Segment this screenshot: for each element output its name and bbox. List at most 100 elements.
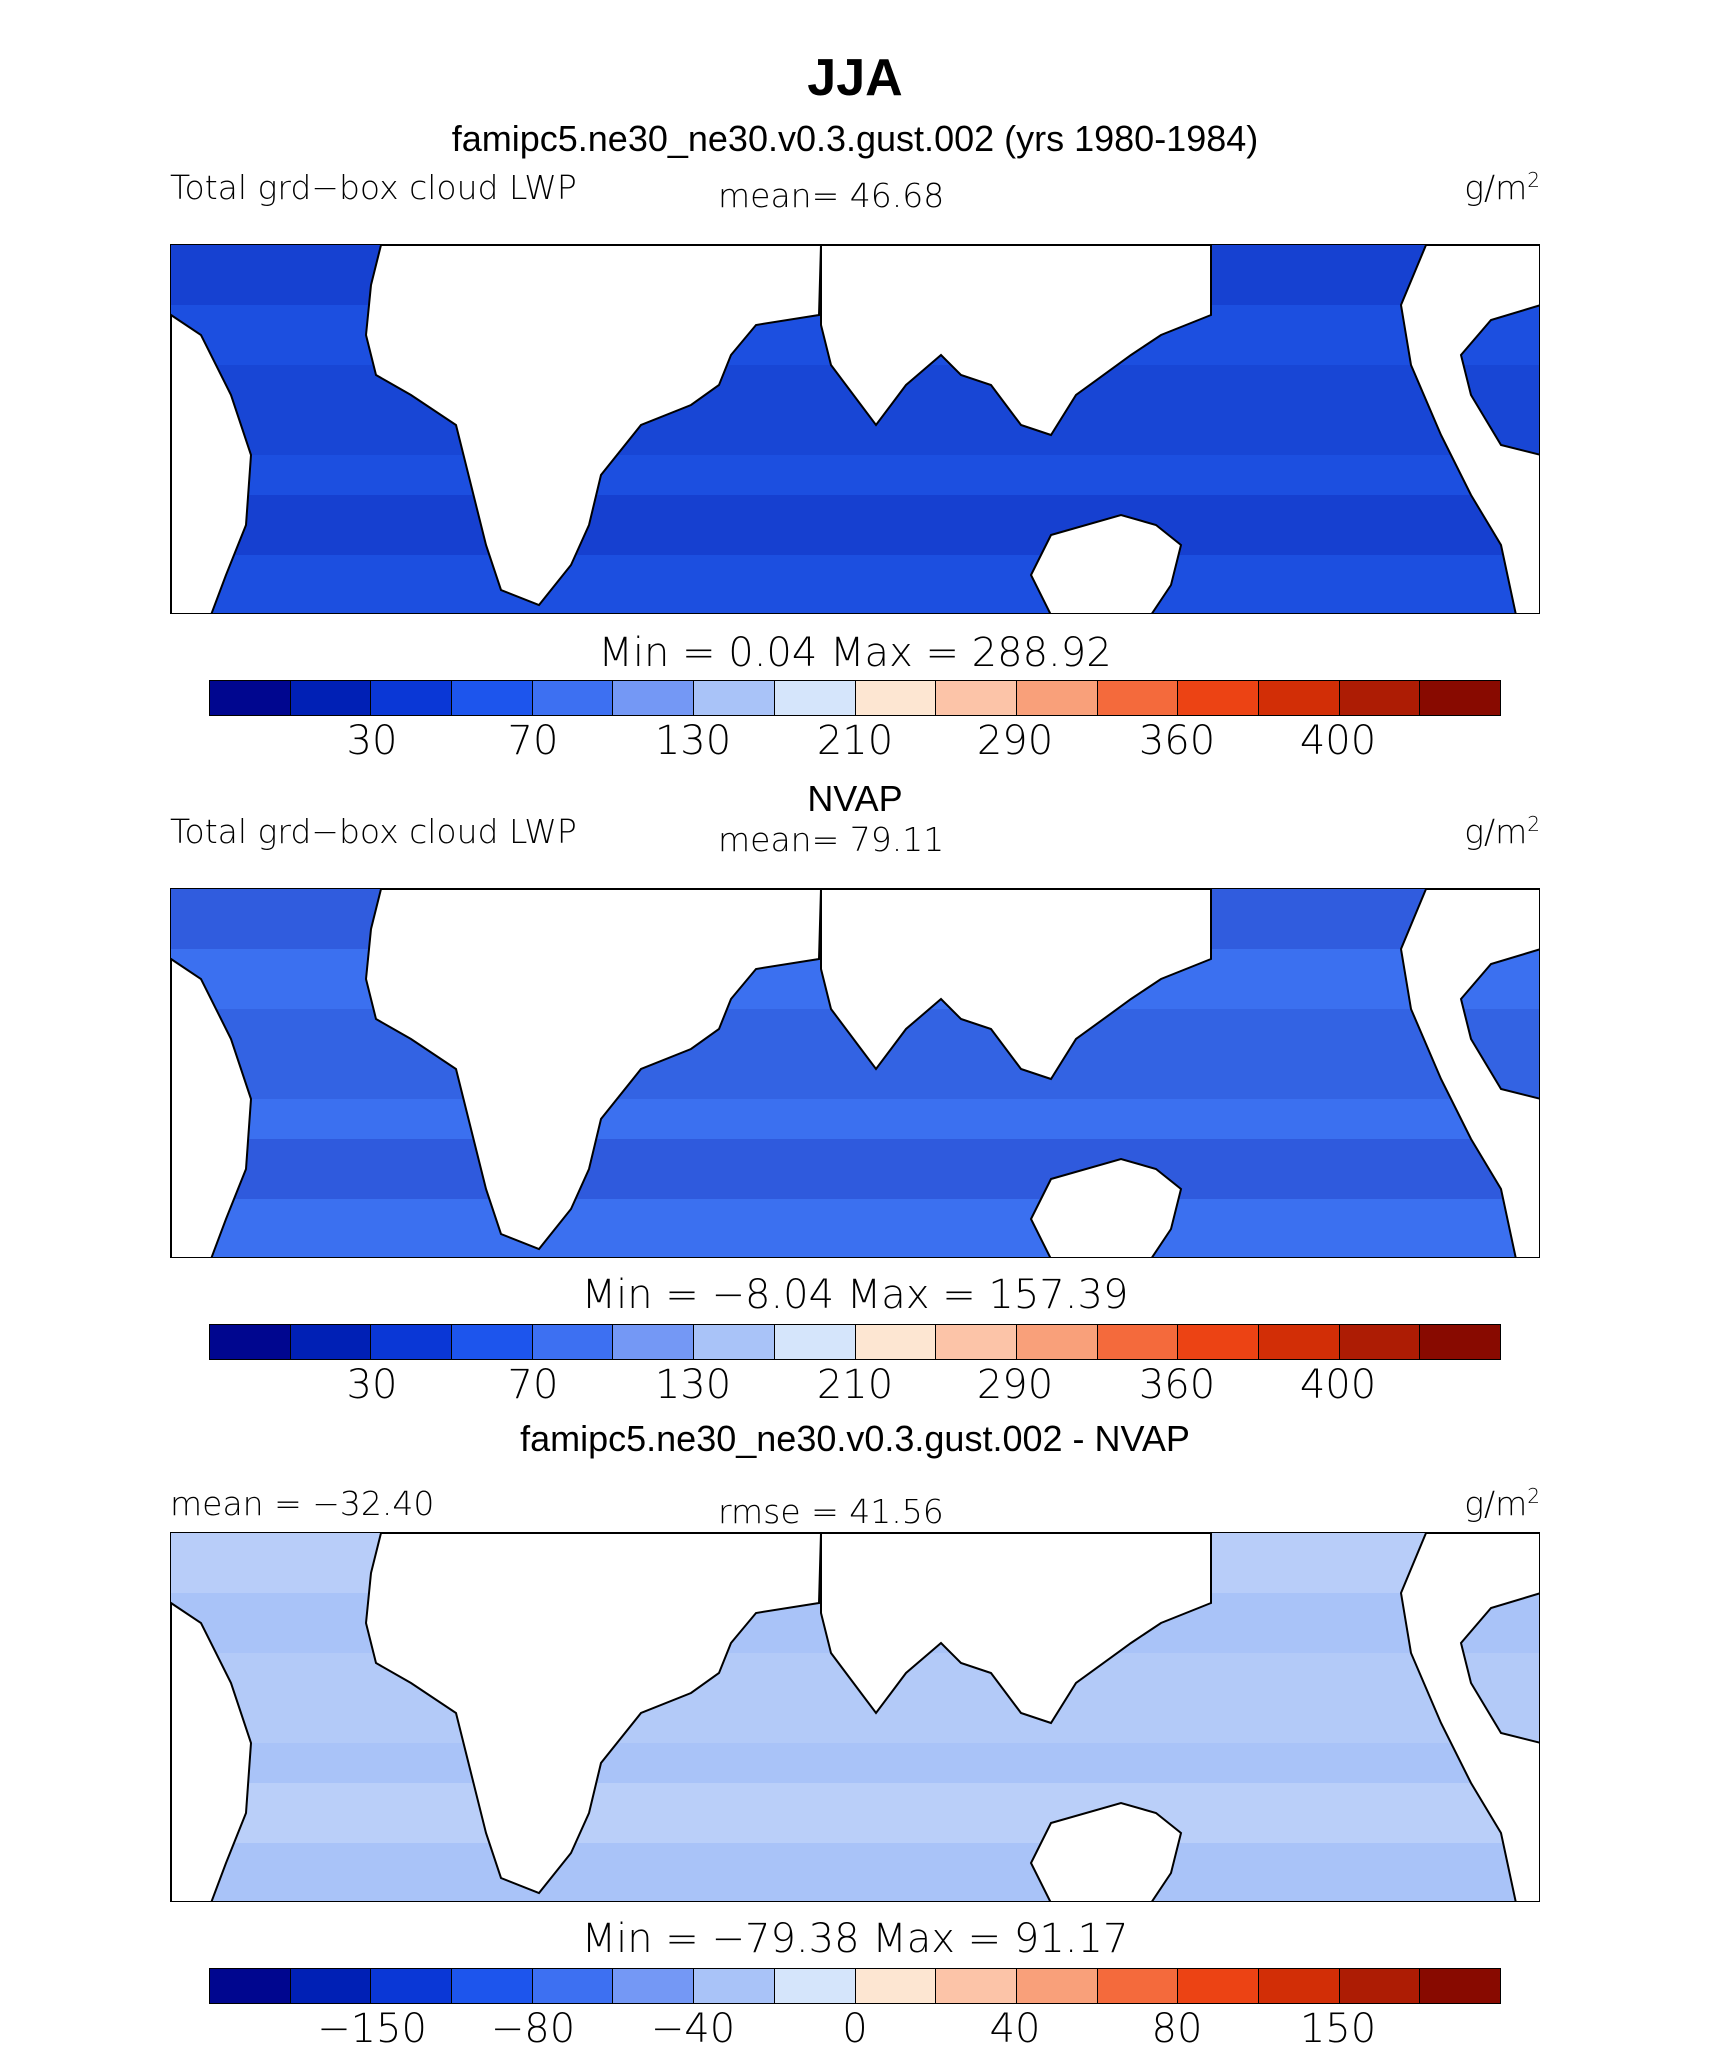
colorbar-swatch-4 [531,681,613,715]
colorbar-tick-label: −150 [317,2006,427,2052]
landmass-4 [171,313,253,613]
map-canvas [171,889,1539,1257]
colorbar [209,1324,1501,1360]
colorbar-swatch-7 [773,1325,855,1359]
landmass-2 [1029,1157,1183,1257]
colorbar-swatch-3 [451,1969,532,2003]
colorbar-swatch-11 [1096,1325,1178,1359]
units-exponent: 2 [1527,168,1540,192]
colorbar-swatch-2 [370,681,452,715]
colorbar-swatch-10 [1015,1325,1097,1359]
colorbar-tick-label: 210 [816,1362,894,1408]
colorbar-tick-label: 70 [507,1362,559,1408]
landmass-3 [1399,1533,1539,1901]
colorbar-swatch-13 [1257,681,1339,715]
colorbar-swatch-3 [451,1325,532,1359]
center-label: rmse = 41.56 [718,1492,944,1531]
map-obs [170,888,1540,1258]
colorbar-swatch-3 [451,681,532,715]
colorbar-swatch-4 [531,1969,613,2003]
colorbar-swatch-15 [1419,1969,1500,2003]
center-label: mean= 46.68 [718,176,945,215]
colorbar-tick-label: 80 [1151,2006,1203,2052]
landmass-2 [1029,1801,1183,1901]
colorbar-swatch-14 [1338,1325,1420,1359]
field-band-2 [171,1783,1539,1843]
units-label: g/m2 [1464,812,1540,851]
colorbar-swatch-9 [935,681,1016,715]
units-label: g/m2 [1464,168,1540,207]
colorbar-swatch-10 [1015,681,1097,715]
colorbar-swatch-6 [693,681,774,715]
colorbar-tick-label: 290 [976,718,1054,764]
colorbar-tick-label: 30 [346,718,398,764]
field-band-2 [171,495,1539,555]
colorbar-swatch-4 [531,1325,613,1359]
colorbar-swatch-14 [1338,1969,1420,2003]
center-label: mean= 79.11 [718,820,945,859]
colorbar-tick-label: −80 [490,2006,576,2052]
colorbar-swatch-6 [693,1325,774,1359]
map-diff [170,1532,1540,1902]
colorbar-swatch-5 [612,1325,694,1359]
min-max-label: Min = 0.04 Max = 288.92 [598,630,1112,676]
colorbar-swatch-1 [289,1969,371,2003]
colorbar-swatch-11 [1096,681,1178,715]
landmass-3 [1399,889,1539,1257]
colorbar-tick-label: 40 [989,2006,1041,2052]
left-label: Total grd−box cloud LWP [170,168,577,207]
map-canvas [171,245,1539,613]
colorbar [209,680,1501,716]
landmass-0 [364,1533,823,1895]
colorbar-tick-label: 400 [1299,1362,1377,1408]
colorbar-swatch-8 [854,681,936,715]
left-label: mean = −32.40 [170,1484,435,1523]
colorbar-swatch-5 [612,681,694,715]
landmass-1 [820,1533,1212,1725]
colorbar-tick-label: 70 [507,718,559,764]
colorbar-swatch-13 [1257,1325,1339,1359]
colorbar-swatch-8 [854,1969,936,2003]
landmass-4 [171,1601,253,1901]
landmass-1 [820,245,1212,437]
figure-title: JJA [807,49,903,107]
colorbar-swatch-15 [1419,1325,1500,1359]
panel-heading: famipc5.ne30_ne30.v0.3.gust.002 (yrs 198… [451,118,1259,159]
colorbar-swatch-1 [289,681,371,715]
colorbar-swatch-13 [1257,1969,1339,2003]
colorbar-swatch-2 [370,1325,452,1359]
colorbar-tick-label: 210 [816,718,894,764]
min-max-label: Min = −8.04 Max = 157.39 [581,1272,1129,1318]
colorbar-swatch-12 [1177,681,1258,715]
colorbar-swatch-12 [1177,1325,1258,1359]
colorbar-swatch-0 [210,1325,290,1359]
colorbar-swatch-1 [289,1325,371,1359]
colorbar-swatch-15 [1419,681,1500,715]
colorbar-tick-label: −40 [650,2006,736,2052]
panel-heading: NVAP [807,778,903,819]
colorbar-tick-label: 130 [654,718,732,764]
colorbar-swatch-9 [935,1325,1016,1359]
landmass-4 [171,957,253,1257]
colorbar-swatch-6 [693,1969,774,2003]
min-max-label: Min = −79.38 Max = 91.17 [581,1916,1129,1962]
colorbar-tick-label: 360 [1138,718,1216,764]
colorbar-swatch-7 [773,681,855,715]
colorbar-swatch-0 [210,1969,290,2003]
colorbar-tick-label: 30 [346,1362,398,1408]
landmass-0 [364,245,823,607]
colorbar-swatch-7 [773,1969,855,2003]
colorbar-swatch-11 [1096,1969,1178,2003]
colorbar-swatch-5 [612,1969,694,2003]
colorbar-tick-label: 400 [1299,718,1377,764]
landmass-2 [1029,513,1183,613]
landmass-1 [820,889,1212,1081]
colorbar-swatch-10 [1015,1969,1097,2003]
field-band-2 [171,1139,1539,1199]
left-label: Total grd−box cloud LWP [170,812,577,851]
colorbar-swatch-8 [854,1325,936,1359]
colorbar-swatch-9 [935,1969,1016,2003]
colorbar-swatch-2 [370,1969,452,2003]
colorbar-tick-label: 130 [654,1362,732,1408]
units-exponent: 2 [1527,1484,1540,1508]
